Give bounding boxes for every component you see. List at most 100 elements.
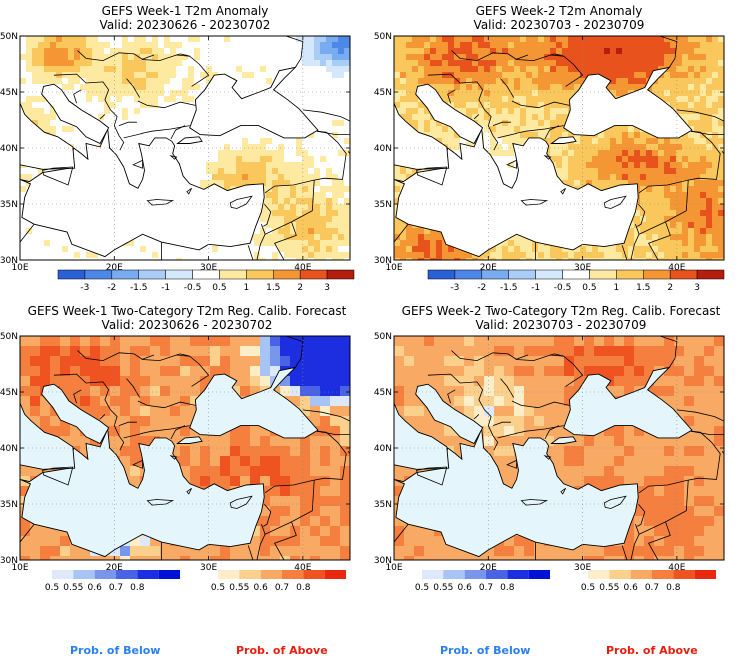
- panel-title-w1-anom: GEFS Week-1 T2m Anomaly Valid: 20230626 -…: [99, 4, 271, 32]
- colorbar-swatch: [673, 570, 695, 579]
- colorbar-label: 0.55: [63, 583, 83, 593]
- colorbar-label: 0.7: [479, 583, 493, 593]
- colorbar-swatch: [643, 269, 671, 280]
- colorbar-label: 0.7: [275, 583, 289, 593]
- colorbar-swatch: [57, 269, 86, 280]
- lat-tick-label: 30N: [374, 556, 392, 566]
- lon-tick-label: 30E: [574, 263, 591, 273]
- colorbar-swatch: [158, 570, 180, 579]
- lon-tick-label: 20E: [480, 563, 497, 573]
- colorbar-swatch: [137, 570, 159, 579]
- colorbar-label: 0.55: [599, 583, 619, 593]
- colorbar-label: 0.8: [666, 583, 681, 593]
- colorbar-label: 0.5: [211, 583, 225, 593]
- label-prob-below-right: Prob. of Below: [440, 644, 531, 657]
- colorbar-label: 0.5: [45, 583, 59, 593]
- colorbar-label: 0.6: [624, 583, 639, 593]
- colorbar-swatch: [138, 269, 166, 280]
- colorbar-swatch: [218, 570, 240, 579]
- lon-tick-label: 30E: [200, 563, 217, 573]
- colorbar-swatch: [239, 570, 261, 579]
- colorbar-swatch: [481, 269, 509, 280]
- colorbar-swatch: [535, 269, 563, 280]
- colorbar-swatch: [273, 269, 301, 280]
- anomaly-colorbar-right: -3 -2 -1.5 -1 -0.5 0.5 1 1.5 2 3: [427, 269, 725, 293]
- lat-tick-label: 50N: [0, 332, 18, 342]
- lat-tick-label: 40N: [0, 144, 18, 154]
- lat-tick-label: 40N: [0, 444, 18, 454]
- lon-tick-label: 20E: [106, 263, 123, 273]
- lat-tick-label: 35N: [374, 200, 392, 210]
- colorbar-swatch: [94, 570, 116, 579]
- colorbar-swatch: [464, 570, 486, 579]
- colorbar-label: 0.6: [254, 583, 269, 593]
- lat-tick-label: 35N: [0, 500, 18, 510]
- colorbar-swatch: [427, 269, 456, 280]
- colorbar-label: -1: [161, 283, 170, 293]
- colorbar-swatch: [669, 269, 698, 280]
- lat-tick-label: 30N: [0, 556, 18, 566]
- lat-tick-label: 45N: [0, 88, 18, 98]
- lon-tick-label: 10E: [385, 563, 402, 573]
- colorbar-label: 1.5: [636, 283, 650, 293]
- colorbar-swatch: [609, 570, 631, 579]
- panel-title-w1-prob: GEFS Week-1 Two-Category T2m Reg. Calib.…: [27, 304, 347, 332]
- colorbar-label: 0.5: [582, 283, 596, 293]
- colorbar-swatch: [454, 269, 483, 280]
- colorbar-swatch: [326, 269, 355, 280]
- colorbar-label: 0.6: [88, 583, 103, 593]
- colorbar-swatch: [260, 570, 282, 579]
- lon-tick-label: 10E: [11, 263, 28, 273]
- lat-tick-label: 45N: [374, 88, 392, 98]
- colorbar-swatch: [116, 570, 138, 579]
- colorbar-label: 0.6: [458, 583, 473, 593]
- colorbar-label: 2: [297, 283, 303, 293]
- colorbar-swatch: [246, 269, 274, 280]
- colorbar-label: -1: [531, 283, 540, 293]
- lat-tick-label: 50N: [374, 332, 392, 342]
- colorbar-label: 3: [324, 283, 330, 293]
- colorbar-swatch: [652, 570, 674, 579]
- colorbar-swatch: [486, 570, 508, 579]
- lat-tick-label: 45N: [0, 388, 18, 398]
- colorbar-swatch: [282, 570, 304, 579]
- colorbar-swatch: [111, 269, 139, 280]
- colorbar-label: 0.55: [229, 583, 249, 593]
- colorbar-label: 0.55: [433, 583, 453, 593]
- lon-tick-label: 40E: [668, 263, 685, 273]
- lat-tick-label: 45N: [374, 388, 392, 398]
- colorbar-swatch: [588, 570, 610, 579]
- colorbar-swatch: [219, 269, 247, 280]
- label-prob-below-left: Prob. of Below: [70, 644, 161, 657]
- lon-tick-label: 40E: [294, 563, 311, 573]
- label-prob-above-left: Prob. of Above: [236, 644, 328, 657]
- colorbar-label: 0.5: [212, 283, 226, 293]
- colorbar-label: -3: [450, 283, 459, 293]
- lon-tick-label: 30E: [200, 263, 217, 273]
- lat-tick-label: 35N: [374, 500, 392, 510]
- anomaly-colorbar-left: -3 -2 -1.5 -1 -0.5 0.5 1 1.5 2 3: [57, 269, 355, 293]
- colorbar-label: 1: [613, 283, 619, 293]
- colorbar-swatch: [508, 269, 536, 280]
- colorbar-swatch: [303, 570, 325, 579]
- lon-tick-label: 30E: [574, 563, 591, 573]
- colorbar-swatch: [422, 570, 444, 579]
- lon-tick-label: 40E: [294, 263, 311, 273]
- colorbar-label: 0.7: [645, 583, 659, 593]
- probability-colorbar-left: 0.5 0.55 0.6 0.7 0.8 0.5 0.55 0.6 0.7 0.8: [45, 570, 346, 593]
- colorbar-swatch: [84, 269, 113, 280]
- lon-tick-label: 20E: [106, 563, 123, 573]
- colorbar-label: -3: [80, 283, 89, 293]
- colorbar-swatch: [52, 570, 74, 579]
- colorbar-label: -0.5: [554, 283, 572, 293]
- colorbar-swatch: [562, 269, 590, 280]
- colorbar-label: 0.8: [500, 583, 515, 593]
- colorbar-label: 0.7: [109, 583, 123, 593]
- colorbar-swatch: [73, 570, 95, 579]
- colorbar-swatch: [528, 570, 550, 579]
- lat-tick-label: 30N: [374, 256, 392, 266]
- colorbar-swatch: [507, 570, 529, 579]
